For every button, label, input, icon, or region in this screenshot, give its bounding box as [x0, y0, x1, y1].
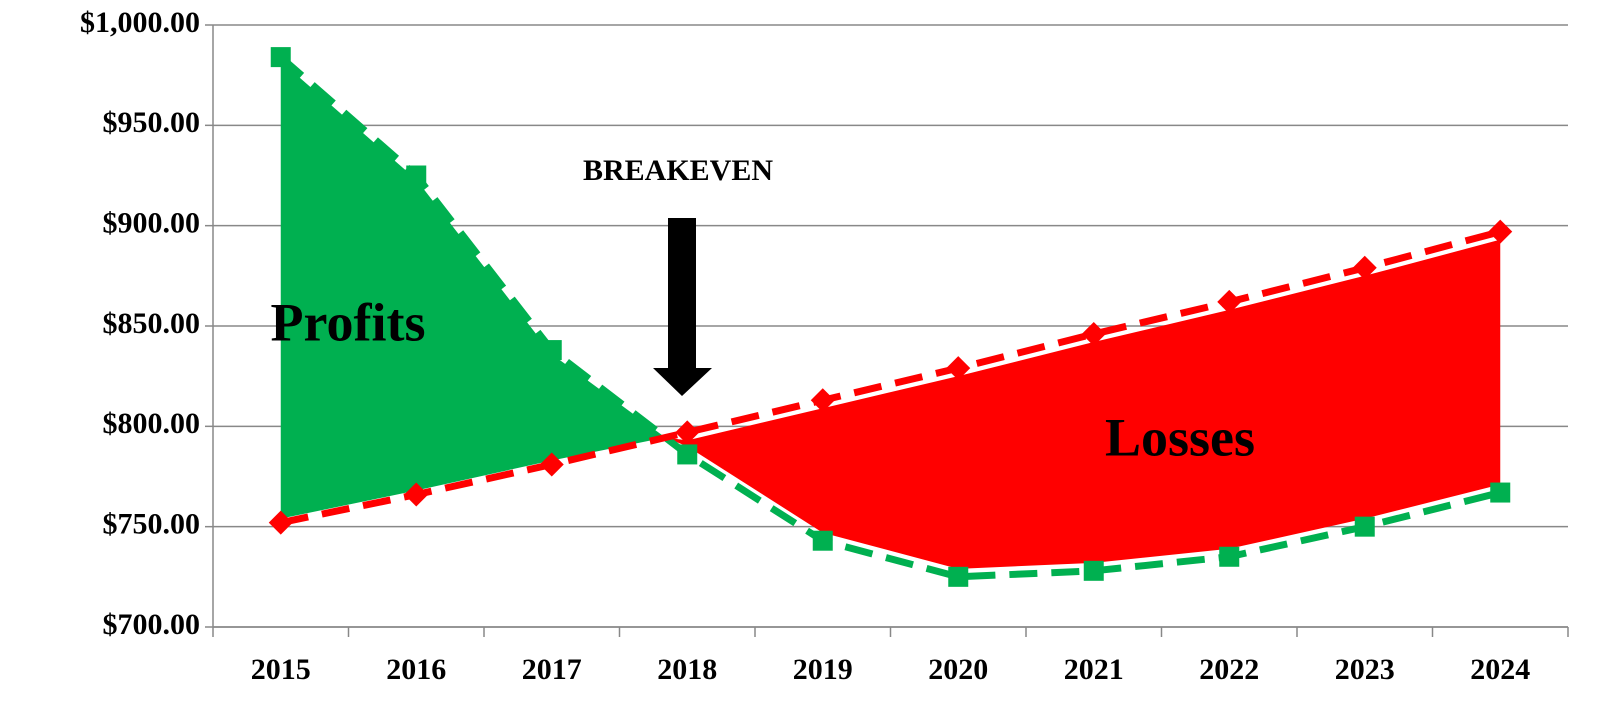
y-tick-label: $1,000.00 [80, 6, 200, 39]
marker [1083, 560, 1104, 581]
marker [948, 566, 969, 587]
annotation: BREAKEVEN [583, 154, 773, 187]
marker [1354, 516, 1375, 537]
x-tick-label: 2022 [1199, 653, 1259, 686]
marker [270, 47, 291, 68]
marker [268, 510, 293, 535]
x-tick-label: 2021 [1064, 653, 1124, 686]
marker [404, 482, 429, 507]
marker [1219, 546, 1240, 567]
marker [1081, 322, 1106, 347]
marker [812, 530, 833, 551]
loss-area [665, 239, 1501, 569]
breakeven-arrow [653, 218, 712, 396]
annotation: Profits [271, 292, 426, 352]
marker [1352, 255, 1377, 280]
x-tick-label: 2024 [1470, 653, 1530, 686]
marker [675, 420, 700, 445]
marker [1217, 289, 1242, 314]
marker [406, 165, 427, 186]
x-tick-label: 2016 [386, 653, 446, 686]
marker [541, 340, 562, 361]
y-tick-label: $850.00 [103, 307, 201, 340]
marker [1490, 482, 1511, 503]
x-tick-label: 2023 [1335, 653, 1395, 686]
y-tick-label: $900.00 [103, 207, 201, 240]
marker [1488, 219, 1513, 244]
y-tick-label: $700.00 [103, 608, 201, 641]
marker [677, 444, 698, 465]
x-tick-label: 2019 [793, 653, 853, 686]
x-tick-label: 2020 [928, 653, 988, 686]
series-line [278, 54, 1502, 581]
y-tick-label: $750.00 [103, 508, 201, 541]
annotation: Losses [1105, 407, 1255, 467]
y-tick-label: $950.00 [103, 106, 201, 139]
marker [946, 356, 971, 381]
profit-area [280, 61, 666, 519]
x-tick-label: 2017 [522, 653, 582, 686]
x-tick-label: 2015 [251, 653, 311, 686]
marker [539, 452, 564, 477]
marker [810, 388, 835, 413]
y-tick-label: $800.00 [103, 407, 201, 440]
x-tick-label: 2018 [657, 653, 717, 686]
